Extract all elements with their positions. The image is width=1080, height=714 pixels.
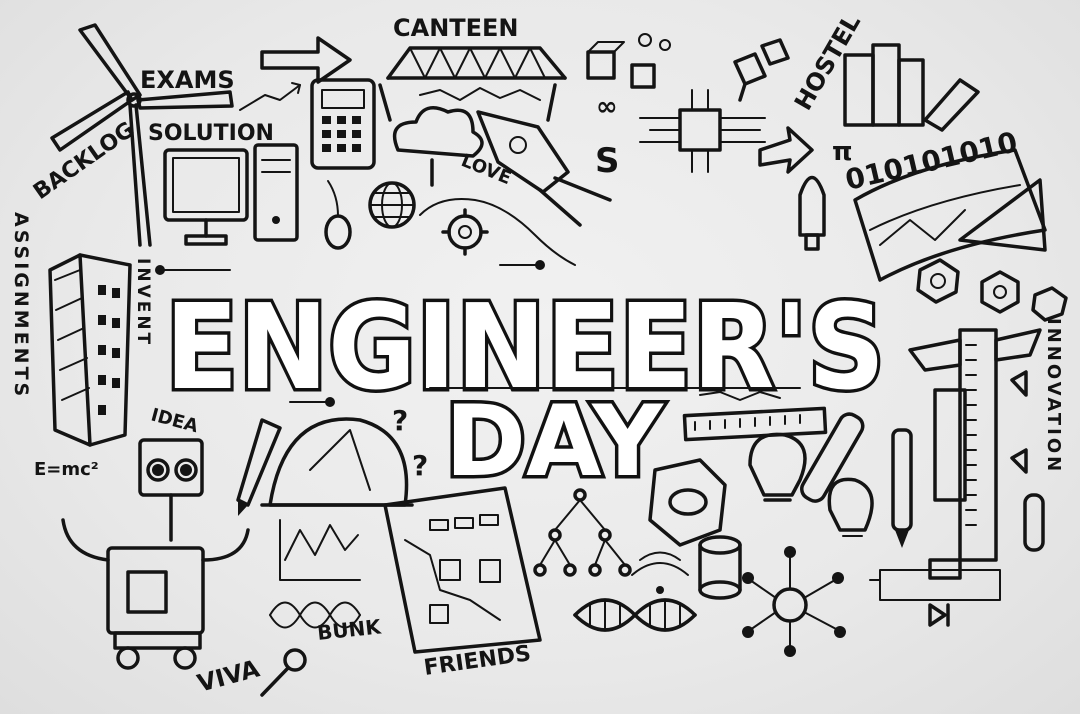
word-solution: SOLUTION: [148, 121, 274, 146]
blueprint-roll-icon: [853, 148, 1047, 282]
ruler-icon: [682, 391, 828, 442]
gear-icon: [419, 198, 576, 266]
battery-icon: [698, 535, 742, 600]
symbol-pi: π: [832, 137, 853, 167]
network-icon: [742, 546, 846, 657]
circuit-board-icon: [383, 486, 542, 654]
word-bunk: BUNK: [316, 614, 383, 645]
hex-nuts-icon: [916, 258, 1068, 322]
word-viva: VIVA: [194, 654, 263, 697]
word-exams: EXAMS: [140, 66, 235, 94]
usb-icon: [798, 175, 826, 251]
cloud-icon: [392, 106, 484, 187]
books-icon: [843, 43, 980, 132]
hard-hat-icon: [260, 417, 414, 507]
word-assignments: ASSIGNMENTS: [10, 212, 32, 399]
pen-icon: [891, 428, 913, 548]
dna-icon: [573, 598, 697, 632]
graph-icon: [279, 519, 361, 581]
computer-icon: [163, 143, 299, 246]
bridge-icon: [378, 46, 567, 122]
wifi-icon: [631, 551, 689, 594]
robot-icon: [61, 438, 250, 670]
word-binary: 010101010: [842, 125, 1020, 197]
cubes-icon: [586, 33, 671, 89]
big-gear-icon: [648, 458, 727, 547]
vial-icon: [1010, 370, 1045, 552]
calculator-icon: [310, 78, 376, 170]
arrow-icon: [239, 36, 352, 111]
building-icon: [48, 253, 132, 447]
question-mark-2: ?: [412, 449, 428, 482]
title-engineers: ENGINEER'S: [165, 278, 885, 416]
word-love: LOVE: [458, 150, 514, 189]
circuit-lines: [155, 260, 801, 407]
test-tube-icon: [800, 412, 865, 503]
bulb-icon: [748, 432, 874, 537]
arrow-right-icon: [758, 126, 814, 174]
svg-text:S: S: [595, 141, 620, 181]
question-mark: ?: [392, 404, 408, 437]
globe-icon: [368, 181, 416, 229]
word-equation: E=mc²: [34, 459, 99, 480]
title-day: DAY: [445, 385, 664, 499]
tree-diagram-icon: [533, 488, 632, 577]
rocket-icon: [476, 110, 612, 227]
windmill-icon: [50, 23, 234, 247]
word-innovation: INNOVATION: [1043, 318, 1064, 474]
word-canteen: CANTEEN: [393, 14, 519, 42]
svg-text:∞: ∞: [596, 92, 618, 122]
wave-icon: [269, 601, 361, 629]
microphone-icon: [260, 648, 307, 697]
microchip-icon: ∞ S: [595, 89, 766, 181]
mouse-icon: [324, 180, 352, 250]
word-invent: INVENT: [133, 258, 153, 347]
circuit-diagram-icon: [869, 558, 1001, 627]
pushpin-icon: [733, 38, 790, 102]
word-backlog: BACKLOG: [29, 117, 139, 205]
word-hostel: HOSTEL: [789, 9, 866, 115]
pencil-icon: [236, 418, 282, 516]
vernier-caliper-icon: [908, 328, 1042, 562]
